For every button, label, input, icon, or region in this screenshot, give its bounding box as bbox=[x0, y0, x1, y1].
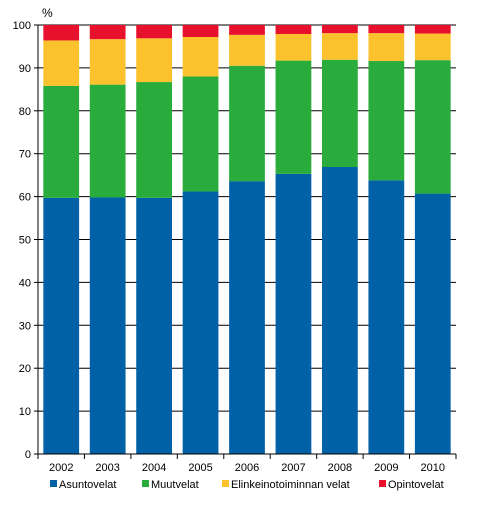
bar-segment bbox=[43, 197, 80, 454]
y-unit-label: % bbox=[42, 6, 53, 20]
bar-segment bbox=[368, 61, 405, 181]
y-tick-label: 0 bbox=[25, 449, 31, 461]
x-tick-label: 2008 bbox=[328, 462, 352, 474]
bar-segment bbox=[322, 33, 358, 60]
bar-segment bbox=[414, 60, 451, 194]
y-tick-label: 100 bbox=[13, 20, 31, 32]
y-tick-label: 60 bbox=[19, 192, 31, 204]
bar-segment bbox=[43, 85, 80, 198]
x-tick-label: 2003 bbox=[95, 462, 119, 474]
legend: Asuntovelat Muutvelat Elinkeinotoiminnan v… bbox=[50, 479, 444, 491]
bar-segment bbox=[368, 25, 405, 34]
bar-segment bbox=[89, 39, 126, 85]
bar-segment bbox=[136, 82, 172, 198]
x-tick-labels: 2002 2003 2004 2005 2006 2007 2008 2009 2010 bbox=[49, 462, 445, 474]
bar-segment bbox=[322, 166, 358, 454]
bar-segment bbox=[275, 173, 312, 454]
bars bbox=[43, 25, 451, 455]
y-tick-label: 40 bbox=[19, 277, 31, 289]
bar-segment bbox=[368, 180, 405, 454]
legend-label: Elinkeinotoiminnan velat bbox=[231, 479, 350, 491]
x-tick-label: 2005 bbox=[188, 462, 212, 474]
bar-segment bbox=[182, 37, 219, 77]
y-tick-label: 70 bbox=[19, 149, 31, 161]
y-tick-label: 90 bbox=[19, 63, 31, 75]
legend-label: Asuntovelat bbox=[59, 479, 116, 491]
bar-segment bbox=[89, 197, 126, 454]
x-tick-label: 2007 bbox=[281, 462, 305, 474]
x-tick-label: 2010 bbox=[421, 462, 445, 474]
bar-segment bbox=[414, 193, 451, 455]
bar-segment bbox=[89, 25, 126, 40]
y-tick-labels: 0 10 20 30 40 50 60 70 80 90 100 bbox=[13, 20, 31, 461]
axes bbox=[34, 24, 457, 459]
bar-segment bbox=[275, 60, 312, 174]
bar-segment bbox=[89, 84, 126, 198]
x-tick-label: 2004 bbox=[142, 462, 166, 474]
y-tick-label: 10 bbox=[19, 406, 31, 418]
bar-segment bbox=[322, 59, 358, 167]
x-tick-label: 2006 bbox=[235, 462, 259, 474]
y-tick-label: 20 bbox=[19, 363, 31, 375]
bar-segment bbox=[182, 191, 219, 454]
y-tick-label: 30 bbox=[19, 320, 31, 332]
bar-segment bbox=[414, 33, 451, 61]
bar-segment bbox=[322, 25, 358, 34]
legend-swatch bbox=[50, 480, 57, 487]
bar-segment bbox=[229, 25, 265, 35]
legend-swatch bbox=[222, 480, 229, 487]
bar-segment bbox=[275, 34, 312, 61]
bar-segment bbox=[368, 33, 405, 62]
bar-segment bbox=[229, 65, 265, 182]
bar-segment bbox=[229, 34, 265, 66]
bar-segment bbox=[136, 197, 172, 454]
bar-segment bbox=[136, 25, 172, 39]
bar-segment bbox=[182, 25, 219, 38]
bar-segment bbox=[43, 40, 80, 86]
legend-swatch bbox=[379, 480, 386, 487]
y-tick-label: 50 bbox=[19, 235, 31, 247]
y-tick-label: 80 bbox=[19, 106, 31, 118]
bar-segment bbox=[275, 25, 312, 35]
legend-swatch bbox=[142, 480, 149, 487]
legend-label: Opintovelat bbox=[388, 479, 444, 491]
x-tick-label: 2009 bbox=[374, 462, 398, 474]
bar-segment bbox=[43, 25, 80, 41]
bar-segment bbox=[182, 76, 219, 192]
bar-segment bbox=[136, 38, 172, 83]
bar-segment bbox=[229, 181, 265, 454]
legend-label: Muutvelat bbox=[151, 479, 199, 491]
x-tick-label: 2002 bbox=[49, 462, 73, 474]
bar-segment bbox=[414, 25, 451, 34]
